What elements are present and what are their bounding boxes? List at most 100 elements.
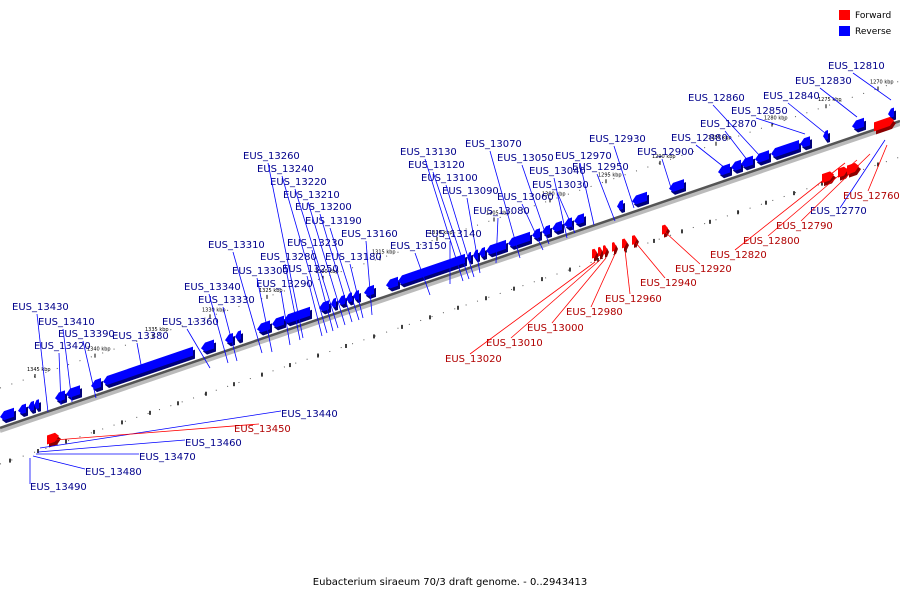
leader-line	[635, 242, 666, 279]
kbp-label: 1315 kbp	[372, 249, 396, 255]
leader-line	[319, 213, 353, 323]
leader-line	[664, 231, 701, 265]
leader-line	[432, 171, 470, 280]
leader-line	[521, 203, 544, 251]
reverse-gene	[542, 224, 550, 236]
reverse-gene	[353, 290, 359, 301]
leader-line	[82, 340, 97, 399]
leader-line	[281, 175, 328, 334]
reverse-gene	[617, 199, 623, 211]
reverse-gene	[201, 339, 214, 352]
leader-line	[466, 197, 481, 274]
gene-label-eus_13160: EUS_13160	[341, 229, 398, 240]
reverse-gene	[284, 306, 310, 324]
reverse-gene	[55, 390, 65, 402]
leader-line	[307, 201, 346, 326]
gene-label-eus_12840: EUS_12840	[763, 91, 820, 102]
forward-gene	[592, 248, 597, 259]
reverse-gene	[66, 385, 80, 398]
kbp-label: 1335 kbp	[145, 327, 169, 333]
reverse-gene	[718, 163, 730, 176]
reverse-gene	[552, 220, 562, 232]
reverse-gene	[800, 136, 810, 148]
gene-label-eus_13290: EUS_13290	[256, 279, 313, 290]
leader-line	[54, 423, 260, 441]
forward-gene	[603, 245, 607, 255]
reverse-gene	[331, 297, 336, 308]
reverse-gene	[272, 315, 284, 328]
gene-label-eus_13000: EUS_13000	[527, 323, 584, 334]
leader-line	[755, 117, 806, 135]
leader-line	[267, 162, 304, 339]
gene-label-eus_13120: EUS_13120	[408, 160, 465, 171]
gene-label-eus_13090: EUS_13090	[442, 186, 499, 197]
gene-label-eus_13330: EUS_13330	[198, 295, 255, 306]
gene-label-eus_13410: EUS_13410	[38, 317, 95, 328]
leader-line	[186, 328, 211, 369]
leader-line	[414, 252, 431, 296]
gene-label-eus_13230: EUS_13230	[287, 238, 344, 249]
leader-line	[294, 188, 339, 329]
reverse-gene	[731, 159, 741, 171]
gene-label-eus_13310: EUS_13310	[208, 240, 265, 251]
leader-line	[39, 410, 282, 449]
gene-label-eus_12830: EUS_12830	[795, 76, 852, 87]
legend-swatch-reverse	[839, 26, 850, 36]
leader-line	[136, 342, 143, 371]
leader-line	[306, 275, 323, 337]
kbp-label: 1295 kbp	[598, 172, 622, 178]
reverse-gene	[398, 253, 465, 285]
forward-gene	[622, 238, 627, 249]
legend-label-forward: Forward	[855, 11, 891, 21]
leader-line	[256, 277, 273, 353]
leader-line	[521, 164, 550, 245]
kbp-label: 1270 kbp	[870, 80, 894, 86]
leader-line	[695, 144, 726, 169]
gene-label-eus_12850: EUS_12850	[731, 106, 788, 117]
reverse-gene	[18, 403, 26, 414]
gene-label-eus_13250: EUS_13250	[282, 264, 339, 275]
forward-gene	[47, 432, 59, 445]
kbp-label: 1310 kbp	[429, 230, 453, 236]
gene-label-eus_12920: EUS_12920	[675, 264, 732, 275]
gene-label-eus_13060: EUS_13060	[497, 192, 554, 203]
gene-label-eus_13080: EUS_13080	[473, 206, 530, 217]
leader-line	[232, 251, 263, 354]
gene-label-eus_12790: EUS_12790	[776, 221, 833, 232]
kbp-label: 1290 kbp	[652, 154, 676, 160]
reverse-gene	[669, 179, 684, 192]
reverse-gene	[346, 292, 352, 303]
leader-line	[58, 352, 62, 406]
leader-line	[734, 162, 846, 251]
gene-label-eus_13300: EUS_13300	[232, 266, 289, 277]
kbp-label: 1280 kbp	[764, 116, 788, 122]
leader-line	[624, 249, 631, 295]
leader-line	[349, 263, 364, 319]
leader-line	[852, 72, 892, 101]
leader-line	[553, 177, 568, 239]
gene-label-eus_12940: EUS_12940	[640, 278, 697, 289]
kbp-label: 1345 kbp	[27, 367, 51, 373]
kbp-label: 1275 kbp	[818, 97, 842, 103]
gene-label-eus_13470: EUS_13470	[139, 452, 196, 463]
reverse-gene	[888, 107, 894, 118]
gene-label-eus_13460: EUS_13460	[185, 438, 242, 449]
gene-label-eus_13360: EUS_13360	[162, 317, 219, 328]
gene-label-eus_13140: EUS_13140	[425, 229, 482, 240]
reverse-gene	[755, 150, 769, 163]
leader-line	[37, 439, 186, 453]
reverse-gene	[741, 155, 753, 168]
legend-label-reverse: Reverse	[855, 27, 892, 37]
leader-line	[556, 191, 576, 234]
leader-line	[36, 313, 49, 413]
kbp-label: 1325 kbp	[259, 288, 283, 294]
gene-label-eus_13210: EUS_13210	[283, 190, 340, 201]
leader-line	[787, 102, 826, 134]
leader-line	[867, 144, 888, 192]
leader-line	[590, 253, 616, 308]
leader-line	[365, 240, 373, 316]
reverse-gene	[364, 284, 374, 296]
gene-label-eus_13280: EUS_13280	[260, 252, 317, 263]
reverse-gene	[823, 130, 828, 140]
